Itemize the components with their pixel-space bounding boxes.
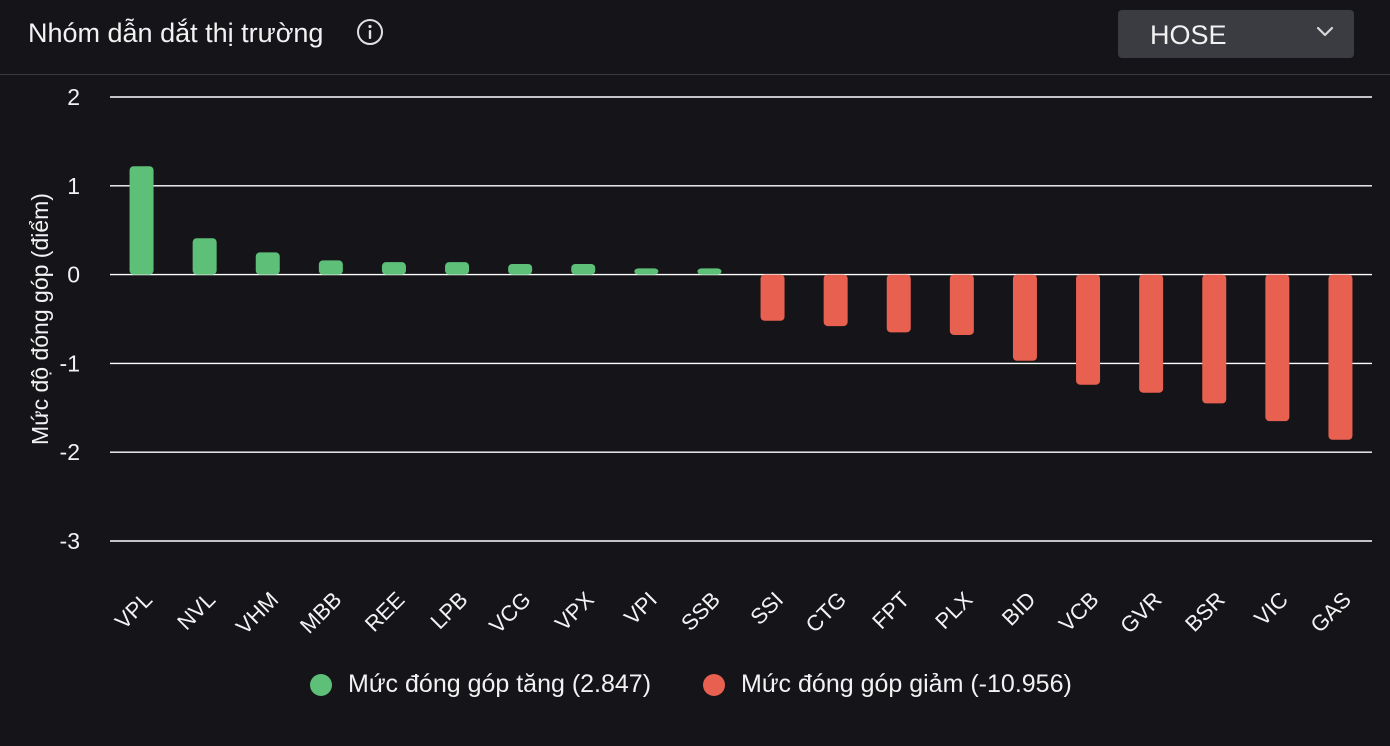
x-tick-label-gas: GAS [1305,587,1356,638]
bar-vcg[interactable] [508,263,533,275]
x-tick-label-ctg: CTG [801,587,852,638]
bar-ssi[interactable] [760,274,785,321]
bar-vpl[interactable] [129,166,154,275]
y-axis-ticks: 2 1 0 -1 -2 -3 [60,84,80,554]
exchange-select-value: HOSE [1150,20,1227,50]
x-tick-label-vhm: VHM [231,587,283,639]
x-tick-label-vpi: VPI [619,587,662,630]
bar-plx[interactable] [949,274,974,335]
x-tick-label-fpt: FPT [867,587,914,634]
legend-label-increase: Mức đóng góp tăng (2.847) [348,670,652,698]
x-tick-label-vpx: VPX [550,587,599,636]
exchange-select[interactable]: HOSE [1118,10,1354,58]
legend-dot-increase [310,674,332,696]
bar-gvr[interactable] [1139,274,1164,393]
x-tick-label-vcg: VCG [484,587,535,638]
x-tick-label-ree: REE [360,587,410,637]
x-tick-label-ssb: SSB [676,587,725,636]
x-tick-label-bsr: BSR [1180,587,1230,637]
bar-ssb[interactable] [697,268,722,275]
bar-ree[interactable] [381,262,406,275]
x-tick-label-vpl: VPL [110,587,157,634]
bar-nvl[interactable] [192,238,217,275]
bar-ctg[interactable] [823,274,848,327]
y-tick-label: -1 [60,350,80,376]
legend-label-decrease: Mức đóng góp giảm (-10.956) [741,670,1072,698]
y-tick-label: 2 [67,84,80,110]
bar-mbb[interactable] [318,260,343,275]
bar-lpb[interactable] [445,262,470,275]
y-tick-label: 1 [67,173,80,199]
x-tick-label-lpb: LPB [425,587,472,634]
bar-vhm[interactable] [255,252,280,275]
legend-dot-decrease [703,674,725,696]
y-tick-label: -3 [60,528,80,554]
x-tick-label-vic: VIC [1249,587,1293,631]
x-tick-label-ssi: SSI [745,587,788,630]
bar-vpx[interactable] [571,263,596,275]
bar-vpi[interactable] [634,268,659,275]
x-tick-label-vcb: VCB [1054,587,1104,637]
x-tick-label-mbb: MBB [295,587,346,638]
y-axis-label: Mức độ đóng góp (điểm) [27,193,53,445]
chevron-down-icon [1316,26,1334,37]
bar-gas[interactable] [1328,274,1353,440]
y-tick-label: -2 [60,439,80,465]
bar-bid[interactable] [1012,274,1037,361]
info-circle-icon[interactable] [356,18,384,46]
bar-vic[interactable] [1265,274,1290,422]
x-axis-ticks: VPL NVL VHM MBB REE LPB VCG VPX VPI SSB SSI CTG FPT P… [110,587,1356,639]
x-tick-label-plx: PLX [930,587,977,634]
chart-header: Nhóm dẫn dắt thị trường HOSE [0,0,1390,75]
bar-fpt[interactable] [886,274,911,333]
chart-legend: Mức đóng góp tăng (2.847) Mức đóng góp g… [0,670,1390,702]
contribution-bar-chart: 210-1-2-3 Mức độ đóng góp (điểm) VPL NVL V… [27,84,1372,639]
page-title: Nhóm dẫn dắt thị trường [28,18,324,48]
x-tick-label-gvr: GVR [1115,587,1166,638]
bar-bsr[interactable] [1202,274,1227,404]
y-tick-label: 0 [67,262,80,288]
bar-vcb[interactable] [1076,274,1101,385]
grid-lines [110,96,1372,542]
x-tick-label-nvl: NVL [172,587,220,635]
x-tick-label-bid: BID [997,587,1041,631]
bars [129,166,1353,440]
